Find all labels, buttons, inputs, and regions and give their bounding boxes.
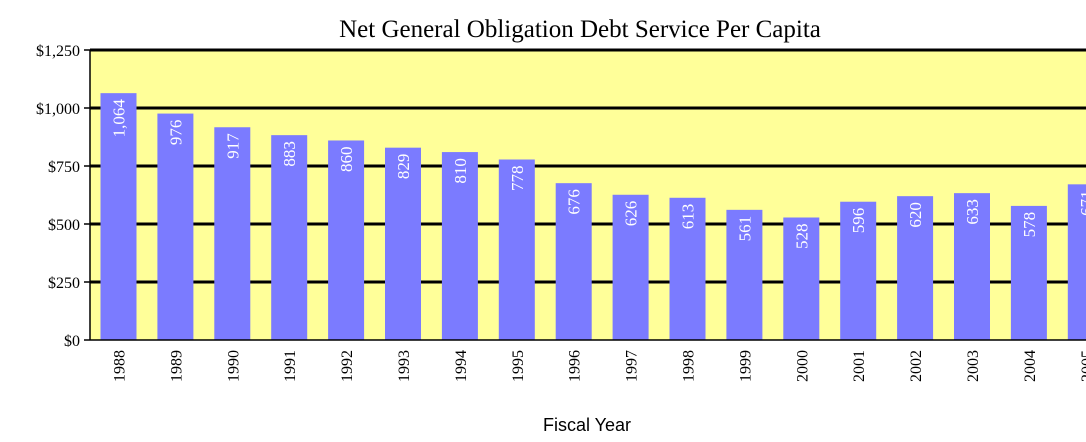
bar-value-label: 860 [337,146,356,172]
bar [157,113,194,341]
bar [1010,205,1047,340]
bar-value-label: 620 [906,202,925,228]
x-tick-label: 2003 [965,350,982,382]
x-tick-label: 1991 [282,350,299,382]
bar [498,159,535,340]
x-tick-label: 2001 [851,350,868,382]
bar [100,93,137,340]
bar-value-label: 633 [963,199,982,225]
x-tick-label: 1997 [624,350,641,382]
bar [441,152,478,340]
x-tick-label: 1998 [681,350,698,382]
bar-value-label: 778 [508,166,527,192]
x-tick-label: 1989 [168,350,185,382]
x-tick-label: 1999 [737,350,754,382]
y-tick-label: $1,000 [36,101,80,118]
bar-value-label: 676 [565,189,584,215]
y-tick-label: $0 [64,333,80,350]
y-tick-label: $500 [48,217,80,234]
bar [328,140,365,340]
y-tick-label: $250 [48,275,80,292]
x-tick-label: 1996 [567,350,584,382]
y-tick-label: $750 [48,159,80,176]
x-tick-label: 1990 [225,350,242,382]
bar [1067,184,1086,340]
bar-value-label: 1,064 [110,99,129,138]
bar [897,196,934,340]
bar-value-label: 528 [792,224,811,250]
bar [783,217,820,340]
bar-value-label: 596 [849,208,868,234]
chart-title: Net General Obligation Debt Service Per … [339,16,821,43]
bar-value-label: 578 [1020,212,1039,238]
x-axis-label: Fiscal Year [543,415,631,435]
x-tick-label: 2002 [908,350,925,382]
bar [669,197,706,340]
x-tick-label: 2005 [1079,350,1086,382]
x-tick-label: 1988 [112,350,129,382]
x-tick-label: 1995 [510,350,527,382]
x-tick-label: 1993 [396,350,413,382]
bar [840,201,877,340]
bar [954,193,990,340]
bar [271,135,308,340]
bar [214,127,251,340]
y-tick-label: $1,250 [36,43,80,60]
bar-value-label: 613 [679,204,698,230]
bar [726,209,763,340]
bar [385,147,421,340]
bar-value-label: 626 [622,201,641,227]
bar-value-label: 671 [1077,190,1086,216]
bar-value-label: 917 [223,133,242,159]
bar [555,183,592,340]
bar-value-label: 810 [451,158,470,184]
bar-value-label: 883 [280,141,299,167]
x-tick-label: 2000 [794,350,811,382]
bar-value-label: 829 [394,154,413,180]
bar-value-label: 976 [166,120,185,145]
x-tick-label: 2004 [1022,350,1039,382]
bar-value-label: 561 [735,216,754,242]
bar [612,194,649,340]
x-tick-label: 1994 [453,350,470,382]
x-tick-label: 1992 [339,350,356,382]
